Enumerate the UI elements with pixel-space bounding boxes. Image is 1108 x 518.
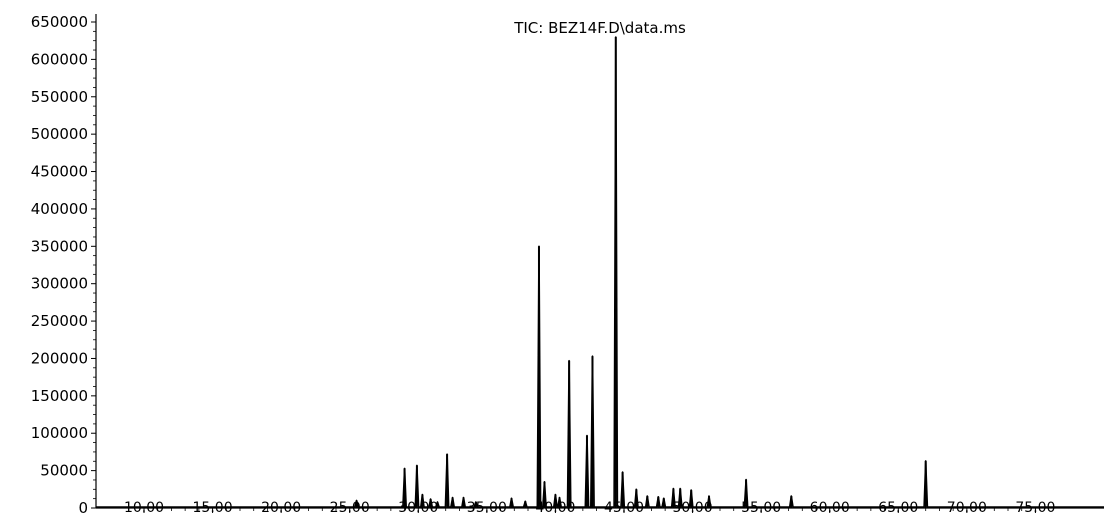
axes-layer: 0 50000 100000 150000 200000 250000 300000 3500… — [31, 13, 1104, 517]
y-tick-label: 150000 — [31, 387, 88, 405]
y-tick-label: 250000 — [31, 312, 88, 330]
y-tick-label: 600000 — [31, 50, 88, 68]
y-tick-label: 450000 — [31, 163, 88, 181]
x-tick-label: 15.00 — [193, 500, 233, 514]
x-tick-label: 30.00 — [398, 500, 438, 514]
series-layer — [96, 36, 1104, 508]
y-tick-label: 500000 — [31, 125, 88, 143]
chart-title: TIC: BEZ14F.D\data.ms — [513, 19, 686, 37]
x-tick-label: 70.00 — [947, 500, 987, 514]
x-tick-label: 25.00 — [330, 500, 370, 514]
x-tick-label: 60.00 — [810, 500, 850, 514]
x-tick-label: 55.00 — [741, 500, 781, 514]
y-tick-label: 300000 — [31, 275, 88, 293]
x-tick-label: 10.00 — [124, 500, 164, 514]
y-tick-label: 50000 — [40, 462, 88, 480]
y-tick-label: 0 — [78, 499, 88, 514]
x-tick-label: 65.00 — [878, 500, 918, 514]
y-tick-label: 350000 — [31, 237, 88, 255]
y-tick-label: 100000 — [31, 424, 88, 442]
y-tick-label: 550000 — [31, 88, 88, 106]
y-tick-label: 400000 — [31, 200, 88, 218]
y-tick-label: 650000 — [31, 13, 88, 31]
series-line — [96, 36, 1104, 508]
x-tick-label: 20.00 — [261, 500, 301, 514]
x-tick-label: 75.00 — [1015, 500, 1055, 514]
x-tick-label: 50.00 — [673, 500, 713, 514]
y-tick-label: 200000 — [31, 349, 88, 367]
